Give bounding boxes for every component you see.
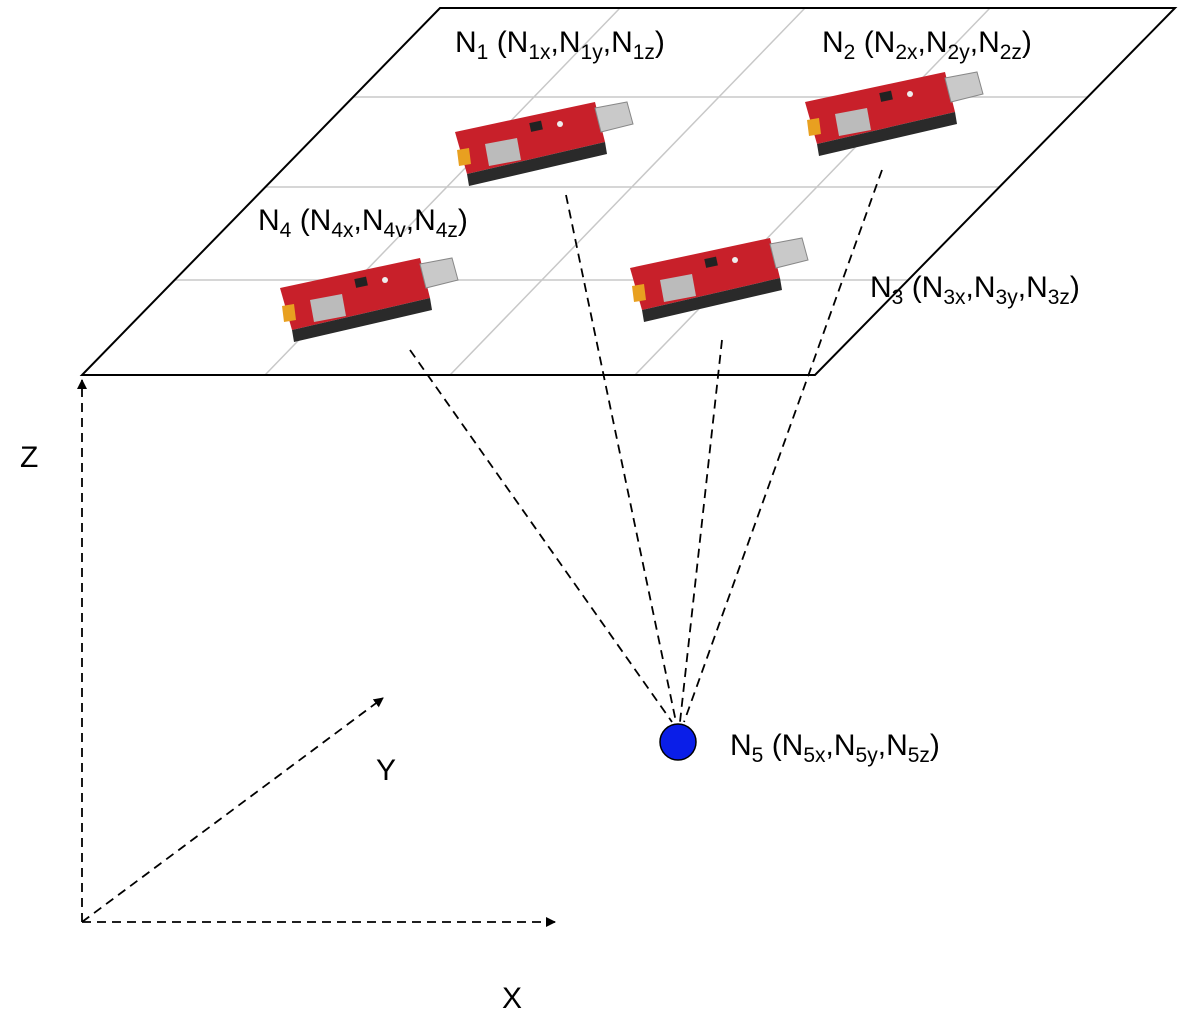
target-node: [660, 724, 696, 760]
subscript: 5z: [908, 744, 930, 767]
range-lines: [410, 170, 882, 722]
label-text: N: [870, 271, 892, 304]
label-text: (N: [488, 26, 528, 59]
label-text: (N: [291, 204, 331, 237]
node-label: N3 (N3x,N3y,N3z): [870, 271, 1080, 309]
label-text: ): [930, 729, 940, 762]
sensor-board: [805, 72, 983, 156]
subscript: 1x: [528, 41, 551, 64]
axis-label: Y: [376, 754, 396, 787]
subscript: 5x: [803, 744, 826, 767]
label-text: ): [655, 26, 665, 59]
label-text: ,N: [603, 26, 633, 59]
subscript: 4v: [384, 219, 407, 242]
label-text: N: [730, 729, 752, 762]
subscript: 2z: [1000, 41, 1022, 64]
node-label: N1 (N1x,N1y,N1z): [455, 26, 665, 64]
label-text: ,N: [1018, 271, 1048, 304]
sensor-board: [455, 102, 633, 186]
label-text: ,N: [406, 204, 436, 237]
label-text: (N: [855, 26, 895, 59]
sensor-board: [280, 258, 458, 342]
node-labels: N1 (N1x,N1y,N1z)N2 (N2x,N2y,N2z)N3 (N3x,…: [258, 26, 1080, 767]
node-label: N2 (N2x,N2y,N2z): [822, 26, 1032, 64]
axis-label: X: [502, 982, 522, 1014]
axis-label: Z: [20, 441, 38, 474]
label-text: ,N: [878, 729, 908, 762]
subscript: 1z: [633, 41, 655, 64]
subscript: 4x: [331, 219, 354, 242]
subscript: 2x: [895, 41, 918, 64]
subscript: 1y: [581, 41, 604, 64]
label-text: ,N: [826, 729, 856, 762]
subscript: 5y: [856, 744, 879, 767]
label-text: ): [458, 204, 468, 237]
subscript: 4: [280, 219, 292, 242]
axes: [82, 380, 555, 922]
label-text: N: [455, 26, 477, 59]
label-text: ,N: [970, 26, 1000, 59]
subscript: 4z: [436, 219, 458, 242]
label-text: N: [822, 26, 844, 59]
label-text: (N: [903, 271, 943, 304]
subscript: 3: [892, 286, 904, 309]
diagram: Z Y X N1 (N1x,N1y,N1z)N2 (N2x,N2y,N2z)N3…: [0, 0, 1178, 1014]
subscript: 1: [477, 41, 489, 64]
label-text: ): [1022, 26, 1032, 59]
label-text: ,N: [354, 204, 384, 237]
subscript: 2: [844, 41, 856, 64]
subscript: 3x: [943, 286, 966, 309]
label-text: N: [258, 204, 280, 237]
label-text: ,N: [966, 271, 996, 304]
label-text: ,N: [551, 26, 581, 59]
subscript: 5: [752, 744, 764, 767]
node-label: N5 (N5x,N5y,N5z): [730, 729, 940, 767]
node-label: N4 (N4x,N4v,N4z): [258, 204, 468, 242]
label-text: (N: [763, 729, 803, 762]
subscript: 2y: [948, 41, 971, 64]
label-text: ): [1070, 271, 1080, 304]
subscript: 3z: [1048, 286, 1070, 309]
label-text: ,N: [918, 26, 948, 59]
subscript: 3y: [996, 286, 1019, 309]
